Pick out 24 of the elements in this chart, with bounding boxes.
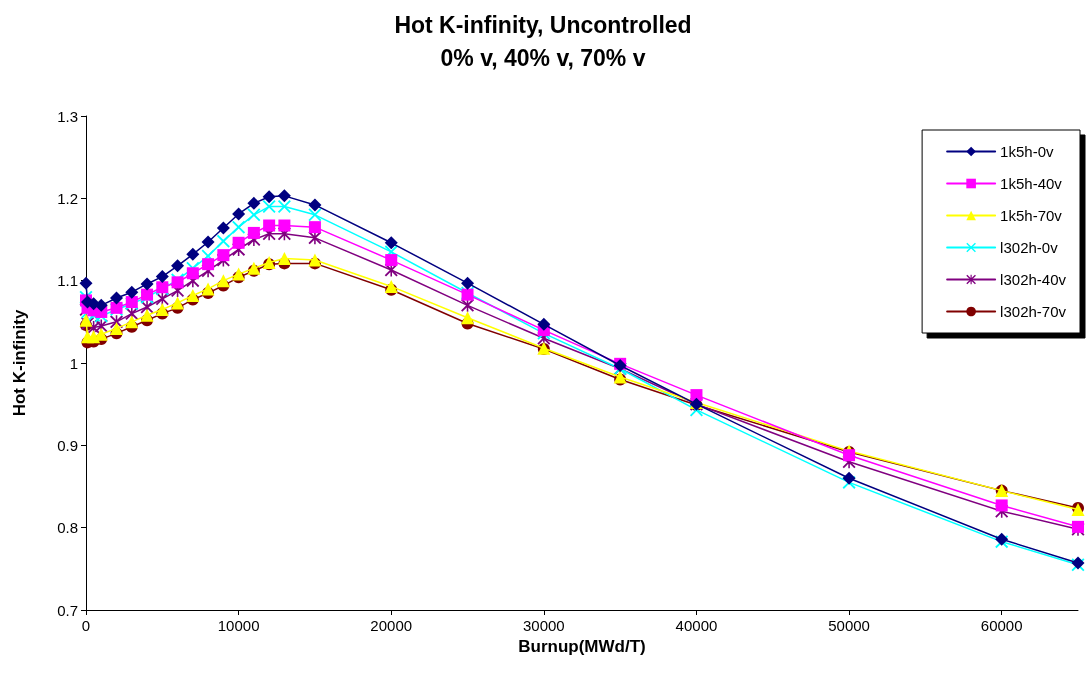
- chart-title: Hot K-infinity, Uncontrolled: [394, 11, 692, 38]
- legend-label: l302h-70v: [1000, 303, 1067, 320]
- x-tick-label: 20000: [370, 617, 413, 634]
- legend-label: l302h-40v: [1000, 271, 1067, 288]
- y-tick-label: 1.1: [57, 272, 78, 290]
- x-tick-label: 0: [81, 617, 91, 634]
- y-tick-label: 1.2: [57, 189, 78, 207]
- y-axis-title: Hot K-infinity: [10, 309, 29, 417]
- x-tick-label: 40000: [675, 617, 718, 634]
- x-axis-title: Burnup(MWd/T): [518, 637, 646, 656]
- legend-label: l302h-0v: [1000, 239, 1059, 256]
- y-tick-label: 0.7: [57, 601, 78, 619]
- y-tick-label: 0.9: [57, 436, 78, 454]
- legend-label: 1k5h-0v: [1000, 143, 1054, 160]
- legend-label: 1k5h-40v: [1000, 175, 1063, 192]
- chart-subtitle: 0% v, 40% v, 70% v: [440, 44, 646, 71]
- y-tick-label: 1: [69, 354, 78, 372]
- x-tick-label: 30000: [522, 617, 565, 634]
- x-tick-label: 60000: [980, 617, 1023, 634]
- y-tick-label: 1.3: [57, 107, 78, 125]
- y-tick-label: 0.8: [57, 519, 78, 537]
- x-tick-label: 50000: [828, 617, 870, 634]
- x-tick-label: 10000: [217, 617, 260, 634]
- legend-label: 1k5h-70v: [1000, 207, 1063, 224]
